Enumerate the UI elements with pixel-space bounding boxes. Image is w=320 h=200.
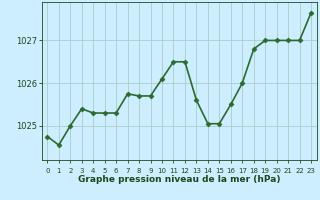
X-axis label: Graphe pression niveau de la mer (hPa): Graphe pression niveau de la mer (hPa) xyxy=(78,175,280,184)
